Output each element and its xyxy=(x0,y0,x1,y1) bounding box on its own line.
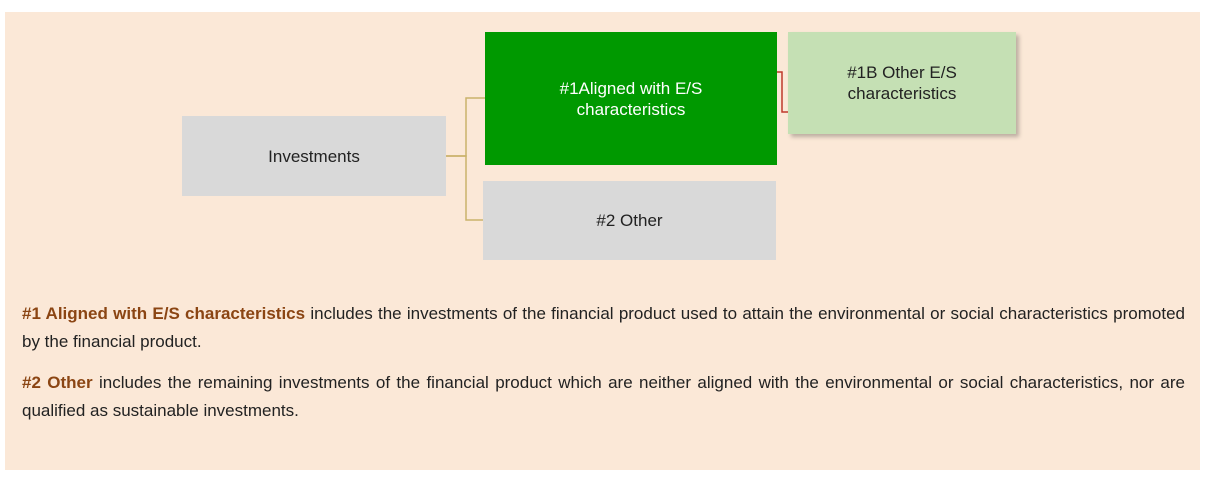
node-label: #1Aligned with E/S characteristics xyxy=(559,78,703,119)
node-aligned: #1Aligned with E/S characteristics xyxy=(485,32,777,165)
paragraph: #2 Other includes the remaining investme… xyxy=(22,369,1185,425)
paragraph-text: includes the investments of the financia… xyxy=(22,304,1185,351)
node-investments: Investments xyxy=(182,116,446,196)
connectors xyxy=(446,71,790,221)
connector xyxy=(446,97,485,157)
connector xyxy=(777,71,790,113)
connector xyxy=(446,155,483,221)
node-label: #1B Other E/S characteristics xyxy=(847,63,957,103)
paragraph-bold: #1 Aligned with E/S characteristics xyxy=(22,304,306,323)
paragraph: #1 Aligned with E/S characteristics incl… xyxy=(22,300,1185,356)
node-label: #2 Other xyxy=(596,211,663,230)
panel: Investments #1Aligned with E/S character… xyxy=(5,12,1200,470)
node-other: #2 Other xyxy=(483,181,776,260)
paragraph-text: includes the remaining investments of th… xyxy=(22,373,1185,420)
node-other-es: #1B Other E/S characteristics xyxy=(788,32,1016,134)
paragraph-bold: #2 Other xyxy=(22,373,93,392)
node-label: Investments xyxy=(268,146,360,166)
